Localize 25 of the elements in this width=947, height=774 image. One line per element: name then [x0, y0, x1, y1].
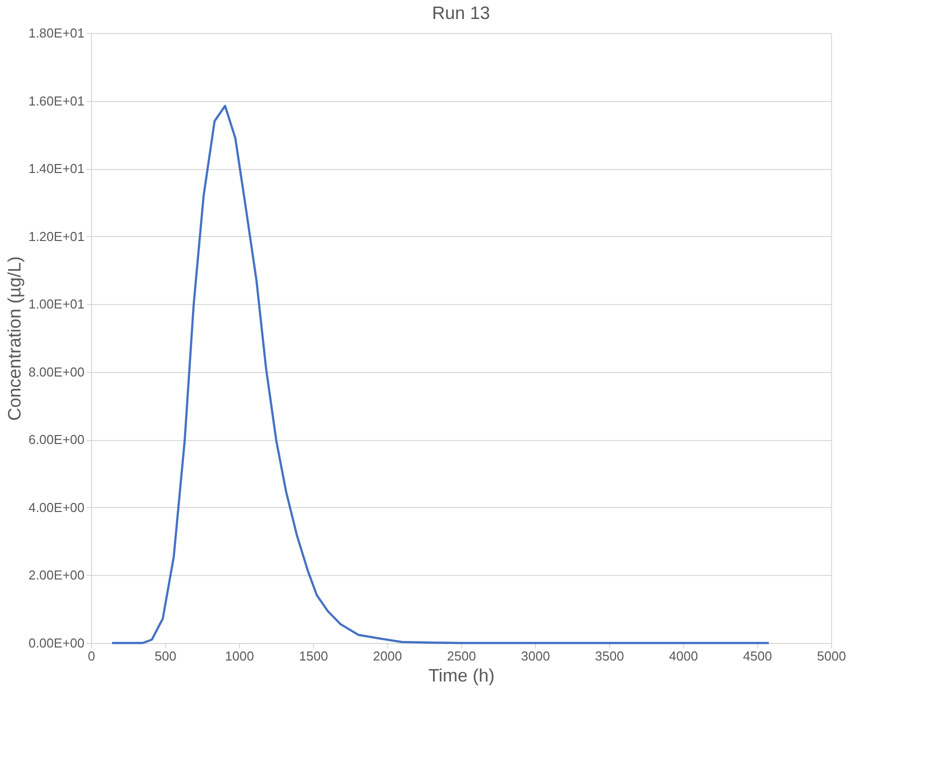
x-tick-label: 4000 [669, 648, 698, 664]
y-tick-label: 8.00E+00 [28, 364, 84, 380]
y-tick-label: 1.00E+01 [28, 296, 84, 312]
y-tick-label: 1.20E+01 [28, 228, 84, 244]
y-tick-label: 1.60E+01 [28, 93, 84, 108]
x-tick-label: 5000 [817, 648, 846, 664]
x-axis-title: Time (h) [428, 666, 495, 686]
x-tick-label: 0 [88, 648, 96, 664]
x-tick-label: 2500 [447, 648, 476, 664]
x-tick-label: 4500 [743, 648, 772, 664]
x-tick-label: 3500 [595, 648, 624, 664]
y-tick-label: 2.00E+00 [28, 568, 84, 583]
y-tick-label: 1.40E+01 [28, 161, 84, 176]
y-axis-title: Concentration (µg/L) [4, 256, 24, 421]
x-tick-label: 1500 [299, 648, 328, 664]
x-tick-label: 1000 [225, 648, 254, 664]
y-tick-label: 4.00E+00 [28, 500, 84, 515]
chart-title: Run 13 [432, 3, 490, 23]
x-tick-label: 2000 [373, 648, 402, 664]
y-tick-label: 6.00E+00 [28, 432, 84, 448]
y-tick-label: 1.80E+01 [28, 26, 84, 40]
x-tick-label: 500 [154, 648, 176, 664]
y-tick-label: 0.00E+00 [28, 636, 84, 650]
x-tick-label: 3000 [521, 648, 550, 664]
line-series [110, 104, 770, 644]
